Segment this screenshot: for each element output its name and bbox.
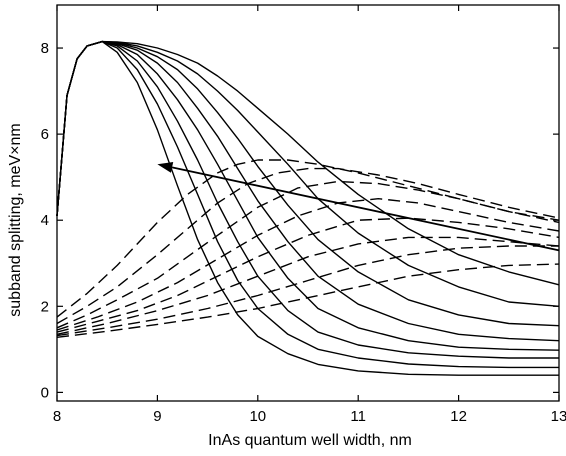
series-line-15 xyxy=(56,245,559,337)
x-tick-label: 13 xyxy=(551,408,566,425)
series-line-3 xyxy=(56,40,559,359)
arrow-head xyxy=(157,162,174,173)
series-line-16 xyxy=(56,263,560,338)
y-tick-label: 0 xyxy=(41,384,49,401)
series-line-13 xyxy=(56,217,560,333)
y-axis-title: subband splitting, meV×nm xyxy=(7,123,24,316)
series-line-7 xyxy=(56,40,560,307)
tick-layer: 8 9 10 11 12 13 0 2 4 6 8 xyxy=(41,5,566,425)
series-line-9 xyxy=(56,159,560,318)
x-tick-label: 10 xyxy=(249,408,266,425)
series-line-6 xyxy=(56,40,560,327)
y-tick-label: 2 xyxy=(41,298,49,315)
x-tick-label: 11 xyxy=(350,408,366,425)
annotation-layer xyxy=(157,162,560,252)
arrow-shaft xyxy=(171,166,560,252)
series-layer xyxy=(56,40,560,376)
series-line-14 xyxy=(56,236,560,335)
plot-frame xyxy=(56,4,560,402)
series-line-5 xyxy=(56,40,560,342)
x-tick-label: 9 xyxy=(153,408,161,425)
series-line-8 xyxy=(56,40,560,286)
y-tick-label: 6 xyxy=(41,126,49,143)
x-tick-label: 12 xyxy=(450,408,467,425)
x-tick-label: 8 xyxy=(53,408,61,425)
y-tick-label: 8 xyxy=(41,40,49,57)
plot-area xyxy=(56,4,560,402)
series-line-10 xyxy=(56,167,560,325)
x-axis-title: InAs quantum well width, nm xyxy=(208,432,412,449)
series-line-11 xyxy=(56,180,560,329)
y-tick-label: 4 xyxy=(41,212,49,229)
